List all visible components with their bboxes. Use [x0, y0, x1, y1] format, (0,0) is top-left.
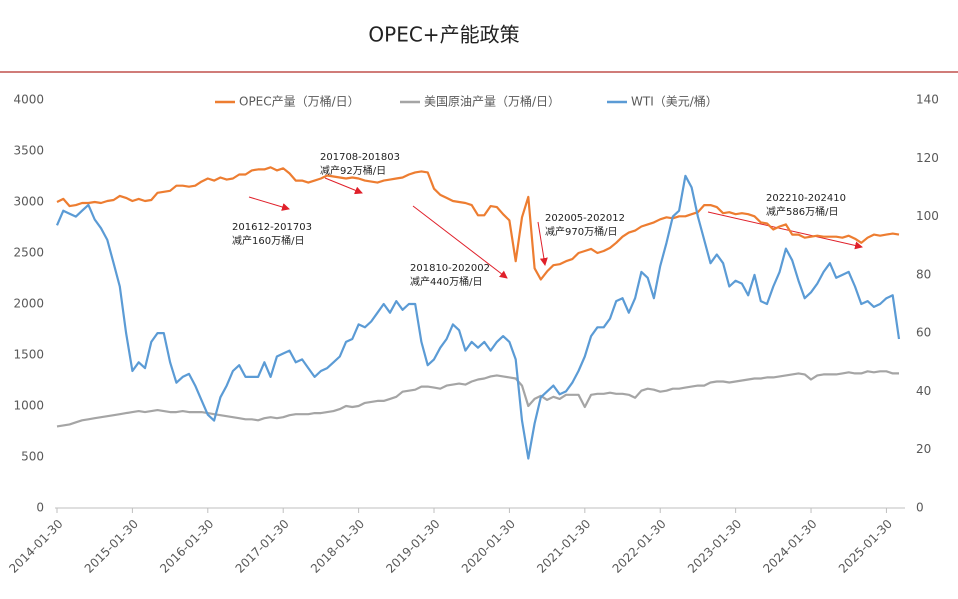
y-tick-label: 3000: [13, 195, 44, 209]
y-tick-label: 3500: [13, 144, 44, 158]
annotation-note: 减产970万桶/日: [545, 225, 617, 238]
y-tick-label: 1000: [13, 399, 44, 413]
legend-label: WTI（美元/桶）: [631, 94, 718, 109]
annotation-note: 减产440万桶/日: [410, 275, 482, 288]
y-tick-label: 1500: [13, 348, 44, 362]
x-tick-label: 2022-01-30: [610, 517, 669, 576]
y2-tick-label: 140: [916, 93, 939, 107]
y2-tick-label: 20: [916, 442, 931, 456]
y2-tick-label: 40: [916, 384, 931, 398]
arrow: [324, 177, 363, 195]
arrow: [707, 211, 863, 250]
annotation-period: 202210-202410: [766, 193, 846, 204]
annotation-note: 减产160万桶/日: [232, 234, 304, 247]
x-tick-label: 2023-01-30: [685, 517, 744, 576]
y-tick-label: 500: [21, 450, 44, 464]
x-tick-label: 2018-01-30: [308, 517, 367, 576]
legend-label: 美国原油产量（万桶/日）: [424, 94, 560, 109]
y-tick-label: 2000: [13, 297, 44, 311]
annotation-note: 减产586万桶/日: [766, 205, 838, 218]
annotation-period: 202005-202012: [545, 213, 625, 224]
x-tick-label: 2019-01-30: [383, 517, 442, 576]
y-tick-label: 2500: [13, 246, 44, 260]
x-tick-label: 2015-01-30: [82, 517, 141, 576]
x-tick-label: 2016-01-30: [157, 517, 216, 576]
arrow: [412, 205, 508, 279]
y2-tick-label: 60: [916, 326, 931, 340]
y2-tick-label: 120: [916, 151, 939, 165]
x-tick-label: 2020-01-30: [459, 517, 518, 576]
arrow: [537, 221, 548, 266]
series-line: [56, 166, 900, 281]
y-tick-label: 0: [36, 501, 44, 515]
y2-tick-label: 0: [916, 501, 924, 515]
annotation-period: 201810-202002: [410, 263, 490, 274]
y-tick-label: 4000: [13, 93, 44, 107]
annotation-note: 减产92万桶/日: [320, 164, 386, 177]
series-line: [56, 370, 899, 428]
x-tick-label: 2024-01-30: [760, 517, 819, 576]
annotation-period: 201708-201803: [320, 152, 400, 163]
y2-tick-label: 100: [916, 209, 939, 223]
series-line: [55, 174, 901, 460]
annotation-period: 201612-201703: [232, 222, 312, 233]
annotation-arrows: [248, 177, 863, 279]
arrow: [248, 196, 290, 211]
x-tick-label: 2014-01-30: [6, 517, 65, 576]
x-tick-label: 2025-01-30: [836, 517, 895, 576]
x-tick-label: 2017-01-30: [233, 517, 292, 576]
x-tick-label: 2021-01-30: [534, 517, 593, 576]
y2-tick-label: 80: [916, 267, 931, 281]
legend-label: OPEC产量（万桶/日）: [239, 94, 360, 109]
chart-title: OPEC+产能政策: [368, 23, 519, 47]
